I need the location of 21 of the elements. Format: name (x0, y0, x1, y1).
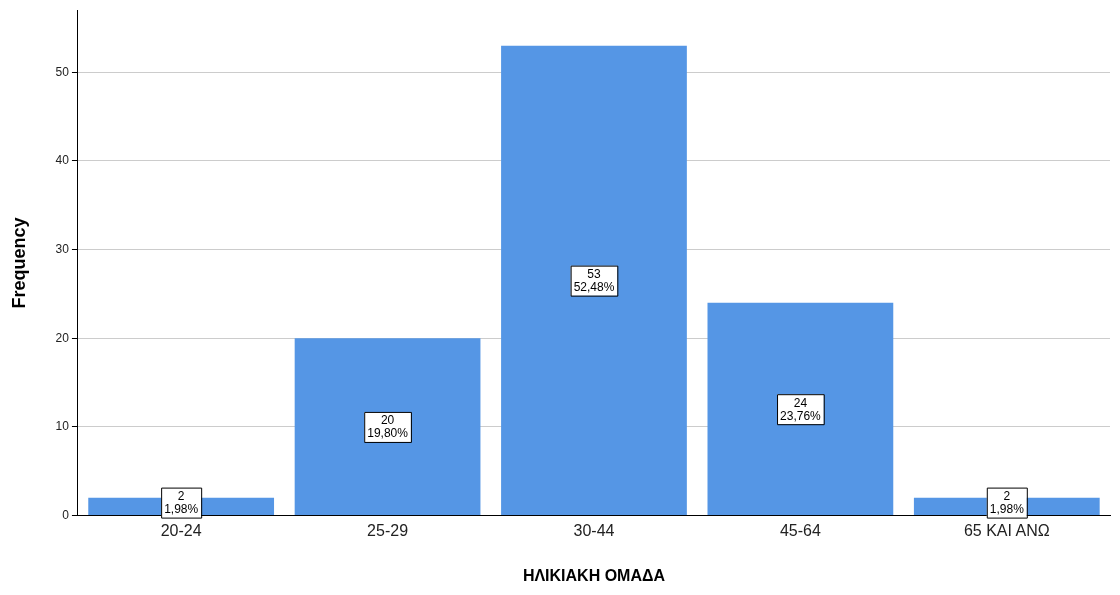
data-label: 2 1,98% (164, 488, 199, 516)
x-tick-label: 25-29 (367, 521, 409, 539)
data-label: 24 23,76% (780, 395, 822, 423)
x-axis-title: ΗΛΙΚΙΑΚΗ ΟΜΑΔΑ (522, 566, 666, 584)
y-tick-label: 30 (55, 241, 70, 256)
data-label: 20 19,80% (367, 413, 409, 441)
bar (501, 45, 687, 516)
bar (707, 302, 894, 516)
y-tick-label: 20 (55, 330, 70, 345)
x-tick-label: 45-64 (779, 521, 821, 539)
data-label: 2 1,98% (989, 488, 1025, 516)
y-axis-title: Frequency (8, 217, 29, 309)
y-tick-label: 10 (55, 419, 70, 434)
data-label: 53 52,48% (573, 266, 615, 294)
x-tick-label: 20-24 (160, 521, 202, 539)
y-tick-label: 50 (55, 64, 70, 79)
y-tick-label: 40 (55, 153, 70, 168)
x-tick-label: 65 ΚΑΙ ΑΝΩ (963, 521, 1050, 539)
y-tick-label: 0 (62, 507, 70, 522)
bar (294, 338, 481, 516)
x-tick-label: 30-44 (573, 521, 615, 539)
